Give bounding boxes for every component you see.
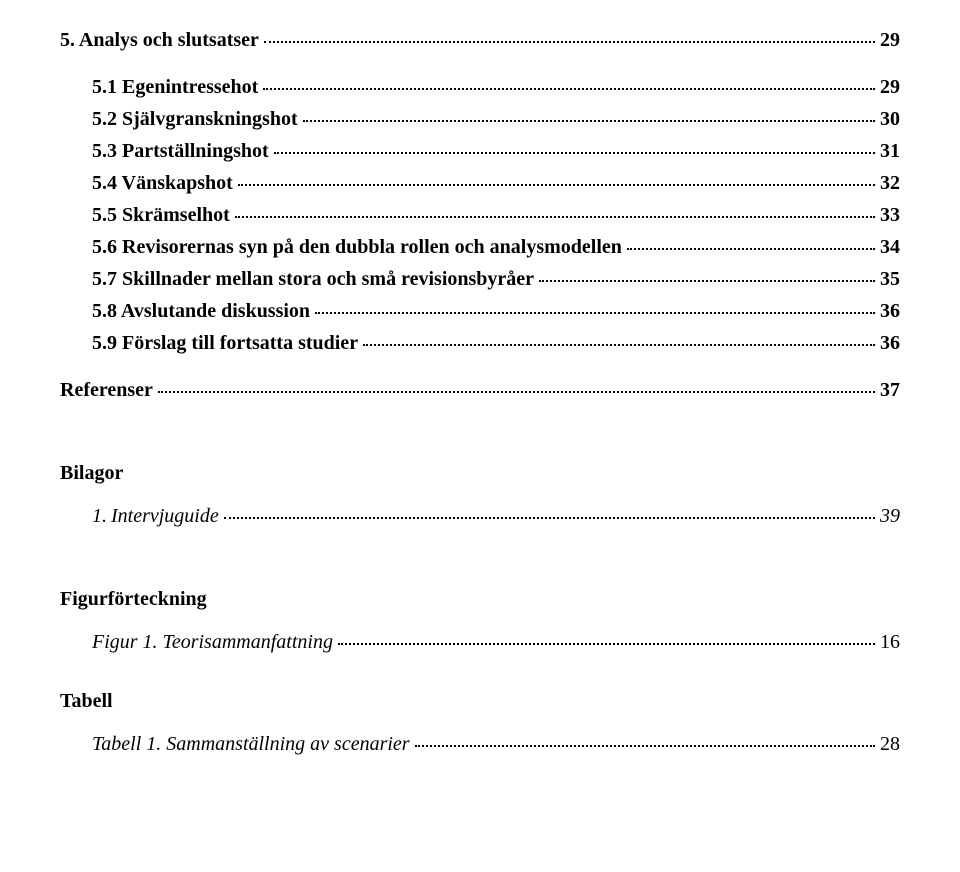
tabell-page: 28 [880, 733, 900, 756]
toc-label: 5.6 Revisorernas syn på den dubbla rolle… [92, 236, 622, 259]
toc-entry: 5.2 Självgranskningshot 30 [60, 108, 900, 131]
dot-leader [315, 312, 875, 314]
dot-leader [303, 120, 875, 122]
bilagor-page: 39 [880, 505, 900, 528]
toc-entry: 5.1 Egenintressehot 29 [60, 76, 900, 99]
dot-leader [627, 248, 875, 250]
toc-label: 5.2 Självgranskningshot [92, 108, 298, 131]
toc-label: 5. Analys och slutsatser [60, 29, 259, 52]
toc-page: 36 [880, 332, 900, 355]
dot-leader [264, 41, 875, 43]
dot-leader [224, 517, 875, 519]
toc-page: 34 [880, 236, 900, 259]
toc-label: 5.1 Egenintressehot [92, 76, 258, 99]
dot-leader [539, 280, 875, 282]
toc-page: 29 [880, 76, 900, 99]
toc-entry: 5.9 Förslag till fortsatta studier 36 [60, 332, 900, 355]
bilagor-label: Intervjuguide [111, 505, 219, 528]
toc-label: Referenser [60, 379, 153, 402]
bilagor-heading: Bilagor [60, 462, 900, 485]
bilagor-prefix: 1. [92, 505, 107, 528]
toc-entry: Referenser 37 [60, 379, 900, 402]
toc-page: 32 [880, 172, 900, 195]
bilagor-entry: 1. Intervjuguide 39 [60, 505, 900, 528]
toc-label: 5.7 Skillnader mellan stora och små revi… [92, 268, 534, 291]
toc-entry: 5.3 Partställningshot 31 [60, 140, 900, 163]
toc-page: 35 [880, 268, 900, 291]
toc-entry: 5.5 Skrämselhot 33 [60, 204, 900, 227]
toc-label: 5.3 Partställningshot [92, 140, 269, 163]
dot-leader [263, 88, 875, 90]
dot-leader [363, 344, 875, 346]
dot-leader [415, 745, 875, 747]
tabell-heading: Tabell [60, 690, 900, 713]
toc-label: 5.5 Skrämselhot [92, 204, 230, 227]
tabell-entry: Tabell 1. Sammanställning av scenarier 2… [60, 733, 900, 756]
toc-entry: 5. Analys och slutsatser 29 [60, 29, 900, 52]
dot-leader [338, 643, 875, 645]
dot-leader [238, 184, 875, 186]
toc-page: 33 [880, 204, 900, 227]
tabell-label: Tabell 1. Sammanställning av scenarier [92, 733, 410, 756]
dot-leader [274, 152, 875, 154]
figure-entry: Figur 1. Teorisammanfattning 16 [60, 631, 900, 654]
figurforteckning-heading: Figurförteckning [60, 588, 900, 611]
toc-entry: 5.6 Revisorernas syn på den dubbla rolle… [60, 236, 900, 259]
toc-label: 5.9 Förslag till fortsatta studier [92, 332, 358, 355]
figure-page: 16 [880, 631, 900, 654]
dot-leader [158, 391, 875, 393]
toc-page: 30 [880, 108, 900, 131]
toc-label: 5.8 Avslutande diskussion [92, 300, 310, 323]
toc-page: 31 [880, 140, 900, 163]
toc-page: 37 [880, 379, 900, 402]
toc-page: 36 [880, 300, 900, 323]
dot-leader [235, 216, 875, 218]
figure-label: Figur 1. Teorisammanfattning [92, 631, 333, 654]
toc-label: 5.4 Vänskapshot [92, 172, 233, 195]
toc-page: 29 [880, 29, 900, 52]
toc-entry: 5.4 Vänskapshot 32 [60, 172, 900, 195]
toc-entry: 5.7 Skillnader mellan stora och små revi… [60, 268, 900, 291]
toc-entry: 5.8 Avslutande diskussion 36 [60, 300, 900, 323]
